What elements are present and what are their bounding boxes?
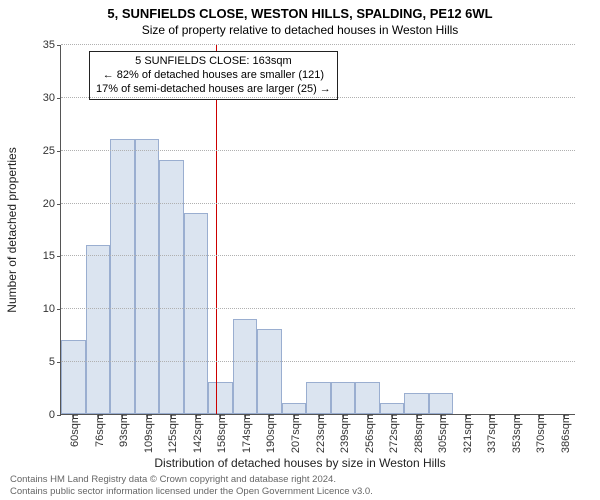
x-tick-label: 321sqm bbox=[458, 414, 474, 453]
x-tick-label: 174sqm bbox=[237, 414, 253, 453]
y-tick-label: 35 bbox=[43, 39, 61, 51]
y-tick-label: 15 bbox=[43, 250, 61, 262]
y-tick-label: 30 bbox=[43, 92, 61, 104]
gridline bbox=[61, 97, 575, 98]
y-tick-label: 20 bbox=[43, 198, 61, 210]
gridline bbox=[61, 308, 575, 309]
x-tick-label: 158sqm bbox=[212, 414, 228, 453]
x-tick-label: 353sqm bbox=[507, 414, 523, 453]
annotation-line1: 5 SUNFIELDS CLOSE: 163sqm bbox=[96, 55, 331, 69]
histogram-bar bbox=[233, 319, 258, 414]
annotation-box: 5 SUNFIELDS CLOSE: 163sqm ← 82% of detac… bbox=[89, 51, 338, 100]
x-tick-label: 60sqm bbox=[65, 414, 81, 447]
x-tick-label: 190sqm bbox=[261, 414, 277, 453]
x-axis-label: Distribution of detached houses by size … bbox=[0, 456, 600, 470]
histogram-bar bbox=[404, 393, 429, 414]
y-axis-label: Number of detached properties bbox=[5, 147, 19, 312]
histogram-bar bbox=[86, 245, 111, 414]
x-tick-label: 125sqm bbox=[163, 414, 179, 453]
x-tick-label: 288sqm bbox=[409, 414, 425, 453]
x-tick-label: 223sqm bbox=[311, 414, 327, 453]
y-tick-label: 10 bbox=[43, 303, 61, 315]
histogram-bar bbox=[429, 393, 454, 414]
histogram-bar bbox=[184, 213, 209, 414]
bars-layer bbox=[61, 45, 575, 414]
x-tick-label: 142sqm bbox=[188, 414, 204, 453]
histogram-bar bbox=[61, 340, 86, 414]
x-tick-label: 386sqm bbox=[556, 414, 572, 453]
footer-attribution: Contains HM Land Registry data © Crown c… bbox=[10, 474, 373, 498]
x-tick-label: 239sqm bbox=[335, 414, 351, 453]
x-tick-label: 305sqm bbox=[433, 414, 449, 453]
histogram-bar bbox=[331, 382, 356, 414]
histogram-bar bbox=[306, 382, 331, 414]
gridline bbox=[61, 255, 575, 256]
gridline bbox=[61, 44, 575, 45]
gridline bbox=[61, 203, 575, 204]
annotation-line2: ← 82% of detached houses are smaller (12… bbox=[96, 69, 331, 83]
page-subtitle: Size of property relative to detached ho… bbox=[0, 23, 600, 37]
histogram-bar bbox=[208, 382, 233, 414]
histogram-plot: 5 SUNFIELDS CLOSE: 163sqm ← 82% of detac… bbox=[60, 45, 575, 415]
y-tick-label: 25 bbox=[43, 145, 61, 157]
histogram-bar bbox=[110, 139, 135, 414]
x-tick-label: 337sqm bbox=[482, 414, 498, 453]
histogram-bar bbox=[380, 403, 405, 414]
histogram-bar bbox=[135, 139, 160, 414]
histogram-bar bbox=[282, 403, 307, 414]
histogram-bar bbox=[257, 329, 282, 414]
x-tick-label: 272sqm bbox=[384, 414, 400, 453]
footer-line2: Contains public sector information licen… bbox=[10, 486, 373, 498]
y-tick-label: 0 bbox=[49, 409, 61, 421]
annotation-line3: 17% of semi-detached houses are larger (… bbox=[96, 83, 331, 97]
y-tick-label: 5 bbox=[49, 356, 61, 368]
gridline bbox=[61, 150, 575, 151]
x-tick-label: 109sqm bbox=[139, 414, 155, 453]
x-tick-label: 76sqm bbox=[90, 414, 106, 447]
reference-marker-line bbox=[216, 45, 217, 414]
histogram-bar bbox=[159, 160, 184, 414]
gridline bbox=[61, 361, 575, 362]
x-tick-label: 207sqm bbox=[286, 414, 302, 453]
x-tick-label: 93sqm bbox=[114, 414, 130, 447]
x-tick-label: 370sqm bbox=[531, 414, 547, 453]
footer-line1: Contains HM Land Registry data © Crown c… bbox=[10, 474, 373, 486]
x-tick-label: 256sqm bbox=[360, 414, 376, 453]
page-title-address: 5, SUNFIELDS CLOSE, WESTON HILLS, SPALDI… bbox=[0, 6, 600, 21]
histogram-bar bbox=[355, 382, 380, 414]
